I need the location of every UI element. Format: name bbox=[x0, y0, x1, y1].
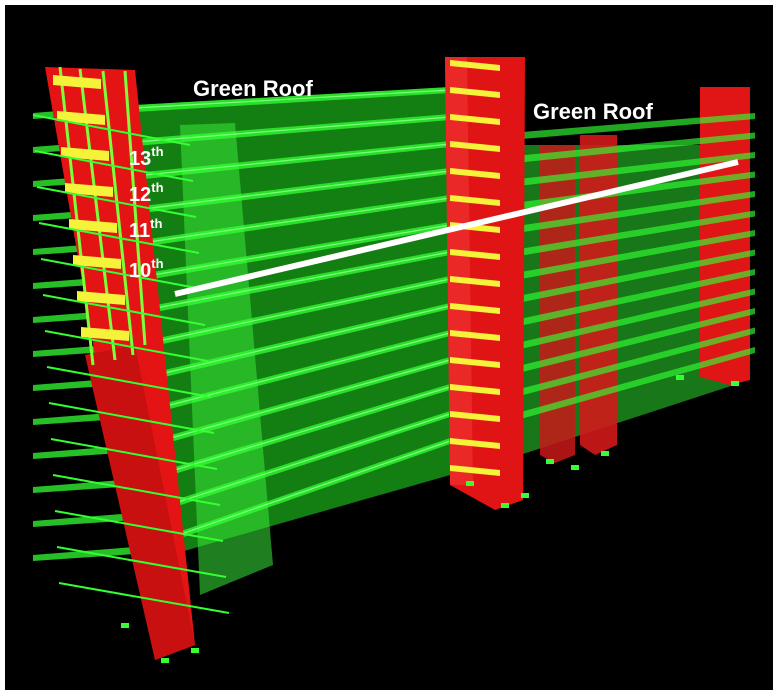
floor-slab bbox=[510, 347, 755, 422]
green-roof-label-left: Green Roof bbox=[193, 76, 313, 101]
floor-slab bbox=[510, 152, 755, 187]
slab-edge bbox=[134, 89, 451, 109]
floor-slab bbox=[33, 303, 450, 391]
left-slab-edges bbox=[32, 114, 230, 614]
support-marker bbox=[161, 658, 169, 663]
stair-flight bbox=[450, 357, 500, 368]
stair-flight bbox=[450, 411, 500, 422]
floor-label-11: 11th bbox=[129, 216, 162, 242]
floor-slab bbox=[510, 308, 755, 375]
floor-slab bbox=[510, 327, 755, 399]
stair-flight bbox=[69, 219, 117, 233]
stair-flight bbox=[450, 168, 500, 179]
slab-edge bbox=[34, 150, 194, 182]
height-reference-line bbox=[174, 159, 739, 297]
support-marker bbox=[676, 375, 684, 380]
stair-flight bbox=[73, 255, 121, 269]
frame-column bbox=[101, 70, 135, 356]
stair-flight bbox=[81, 327, 129, 341]
slab-edge bbox=[134, 278, 451, 347]
support-marker bbox=[601, 451, 609, 456]
slab-edge bbox=[46, 366, 212, 398]
slab-edge bbox=[134, 440, 451, 551]
slab-edge bbox=[48, 402, 215, 434]
support-marker bbox=[546, 459, 554, 464]
stair-flight bbox=[450, 384, 500, 395]
slab-edge bbox=[32, 114, 191, 146]
slab-edge bbox=[50, 438, 218, 470]
stair-flight bbox=[450, 249, 500, 260]
slab-edge bbox=[134, 116, 451, 143]
stair-flight bbox=[53, 75, 101, 89]
stair-flight bbox=[450, 60, 500, 71]
floor-label-13: 13th bbox=[129, 144, 164, 170]
left-core bbox=[32, 66, 230, 660]
slab-edge bbox=[134, 251, 451, 313]
building-model: Green Roof Green Roof 13th 12th 11th 10t… bbox=[5, 5, 773, 690]
slab-edge bbox=[56, 546, 227, 578]
stair-flight bbox=[450, 195, 500, 206]
left-core-stair-highlights bbox=[53, 75, 129, 341]
stair-flight bbox=[450, 114, 500, 125]
floor-slab bbox=[510, 210, 755, 258]
stair-flight bbox=[65, 183, 113, 197]
slab-edge bbox=[58, 582, 230, 614]
floor-slab bbox=[510, 269, 755, 328]
floor-slab bbox=[510, 113, 755, 140]
stair-flight bbox=[450, 141, 500, 152]
slab-edge bbox=[134, 386, 451, 483]
support-marker bbox=[571, 465, 579, 470]
green-roof-label-right: Green Roof bbox=[533, 99, 653, 124]
slab-edge bbox=[134, 305, 451, 381]
stair-flight bbox=[450, 87, 500, 98]
floor-slab bbox=[510, 132, 755, 164]
slab-edge bbox=[134, 332, 451, 415]
slab-edge bbox=[134, 197, 451, 245]
support-marker bbox=[466, 481, 474, 486]
slab-edge bbox=[134, 170, 451, 211]
floor-slab bbox=[510, 230, 755, 281]
support-marker bbox=[121, 623, 129, 628]
support-marker bbox=[191, 648, 199, 653]
support-marker bbox=[501, 503, 509, 508]
slab-edge bbox=[38, 222, 200, 254]
floor-slab bbox=[510, 288, 755, 352]
slab-edge bbox=[42, 294, 206, 326]
floor-slab bbox=[33, 222, 450, 289]
structural-model-viewport: Green Roof Green Roof 13th 12th 11th 10t… bbox=[5, 5, 773, 690]
right-middle-core bbox=[580, 135, 617, 455]
slab-edge bbox=[134, 359, 451, 449]
stair-flight bbox=[450, 438, 500, 449]
slab-edge bbox=[54, 510, 224, 542]
stair-flight bbox=[450, 465, 500, 476]
slab-edge bbox=[134, 224, 451, 279]
middle-core bbox=[445, 57, 525, 510]
frame-column bbox=[123, 70, 147, 346]
floor-slab bbox=[33, 249, 450, 323]
floor-slab bbox=[510, 249, 755, 305]
support-marker bbox=[521, 493, 529, 498]
stair-flight bbox=[450, 303, 500, 314]
stair-flight bbox=[450, 330, 500, 341]
support-marker bbox=[731, 381, 739, 386]
floor-slab bbox=[510, 191, 755, 234]
slab-edge bbox=[44, 330, 209, 362]
foundation-supports bbox=[121, 375, 739, 663]
floor-label-12: 12th bbox=[129, 180, 164, 206]
stair-flight bbox=[450, 276, 500, 287]
floor-slab bbox=[33, 195, 450, 255]
slab-edge bbox=[134, 143, 451, 177]
slab-edge bbox=[36, 186, 197, 218]
floor-slab bbox=[33, 276, 450, 357]
slab-edge bbox=[52, 474, 221, 506]
floor-label-10: 10th bbox=[129, 256, 164, 282]
middle-core-stair-highlights bbox=[450, 60, 500, 476]
slab-edge bbox=[40, 258, 203, 290]
stair-flight bbox=[77, 291, 125, 305]
